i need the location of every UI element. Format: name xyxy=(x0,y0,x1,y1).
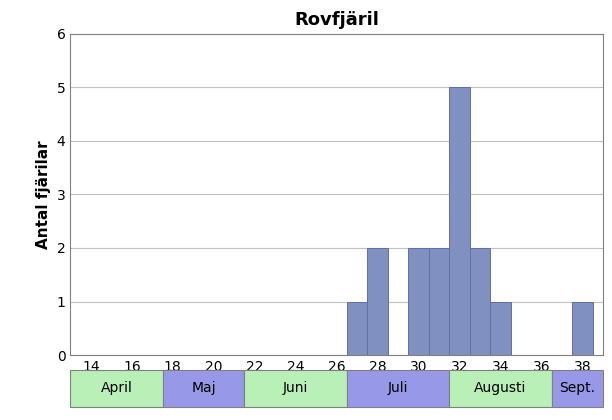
X-axis label: Vecka: Vecka xyxy=(312,378,362,393)
Bar xyxy=(70,370,163,407)
Bar xyxy=(490,302,510,355)
Bar xyxy=(449,370,551,407)
Bar xyxy=(408,248,429,355)
Text: Augusti: Augusti xyxy=(474,381,526,396)
Bar xyxy=(163,370,244,407)
Text: Juli: Juli xyxy=(388,381,408,396)
Y-axis label: Antal fjärilar: Antal fjärilar xyxy=(36,140,51,249)
Bar xyxy=(367,248,388,355)
Bar xyxy=(449,87,470,355)
Text: April: April xyxy=(100,381,132,396)
Bar xyxy=(551,370,603,407)
Bar xyxy=(244,370,347,407)
Bar xyxy=(347,302,367,355)
Bar xyxy=(470,248,490,355)
Title: Rovfjäril: Rovfjäril xyxy=(294,11,379,29)
Text: Maj: Maj xyxy=(191,381,216,396)
Bar xyxy=(572,302,592,355)
Text: Juni: Juni xyxy=(283,381,308,396)
Text: Sept.: Sept. xyxy=(559,381,595,396)
Bar xyxy=(429,248,449,355)
Bar xyxy=(347,370,449,407)
